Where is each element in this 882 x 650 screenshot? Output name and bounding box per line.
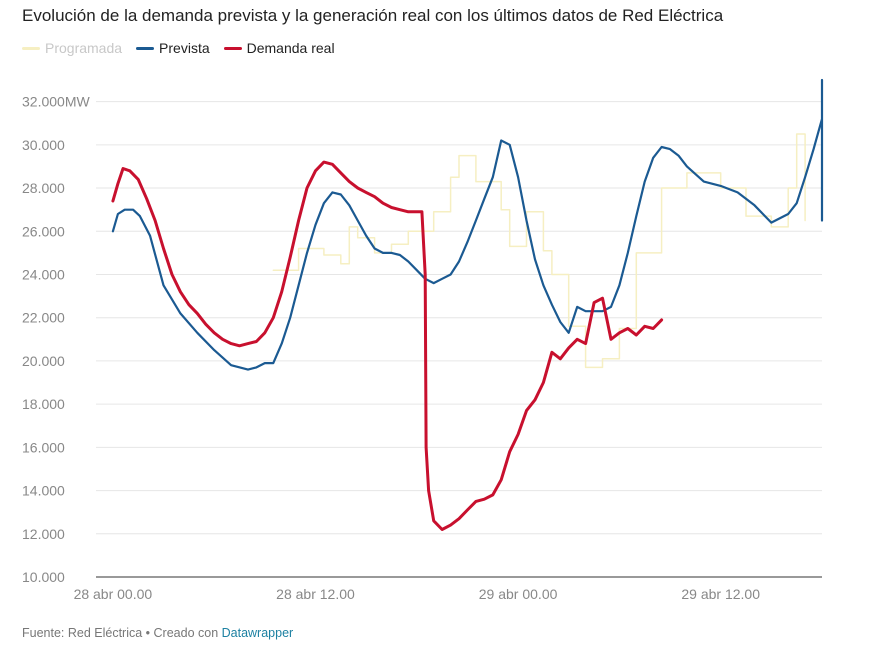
x-tick-label: 28 abr 12.00 <box>276 586 355 602</box>
legend-item-demanda-real[interactable]: Demanda real <box>223 40 335 56</box>
y-tick-label: 30.000 <box>22 137 65 153</box>
y-tick-label: 22.000 <box>22 310 65 326</box>
y-tick-label: 10.000 <box>22 569 65 585</box>
footer-datawrapper-link[interactable]: Datawrapper <box>221 626 294 640</box>
footer-source-text: Fuente: Red Eléctrica • Creado con <box>22 626 222 640</box>
x-tick-label: 28 abr 00.00 <box>74 586 153 602</box>
legend-label-demanda-real: Demanda real <box>246 40 335 56</box>
y-tick-label: 18.000 <box>22 396 65 412</box>
x-tick-label: 29 abr 12.00 <box>681 586 760 602</box>
y-tick-label: 28.000 <box>22 180 65 196</box>
y-tick-label: 20.000 <box>22 353 65 369</box>
prevista-series-line <box>111 78 824 371</box>
line-chart: 10.000 12.000 14.000 16.000 18.000 20.000 22.0… <box>22 78 824 602</box>
y-tick-label: 24.000 <box>22 266 65 282</box>
chart-legend: Programada Prevista Demanda real <box>22 40 335 56</box>
legend-swatch-demanda-real <box>223 46 242 50</box>
y-tick-label: 14.000 <box>22 483 65 499</box>
y-tick-label: 16.000 <box>22 439 65 455</box>
footer-source: Fuente: Red Eléctrica • Creado con Dataw… <box>22 626 293 640</box>
legend-swatch-prevista <box>136 46 155 50</box>
y-tick-label: 26.000 <box>22 223 65 239</box>
legend-label-programada: Programada <box>45 40 123 56</box>
programada-series-line <box>272 133 806 369</box>
legend-label-prevista: Prevista <box>159 40 210 56</box>
y-tick-label: 32.000MW <box>22 94 90 110</box>
demanda-real-series-line <box>111 160 664 531</box>
legend-item-programada[interactable]: Programada <box>22 40 122 56</box>
x-tick-label: 29 abr 00.00 <box>479 586 558 602</box>
legend-swatch-programada <box>22 46 40 50</box>
chart-title: Evolución de la demanda prevista y la ge… <box>22 6 724 25</box>
y-tick-label: 12.000 <box>22 526 65 542</box>
legend-item-prevista[interactable]: Prevista <box>136 40 210 56</box>
